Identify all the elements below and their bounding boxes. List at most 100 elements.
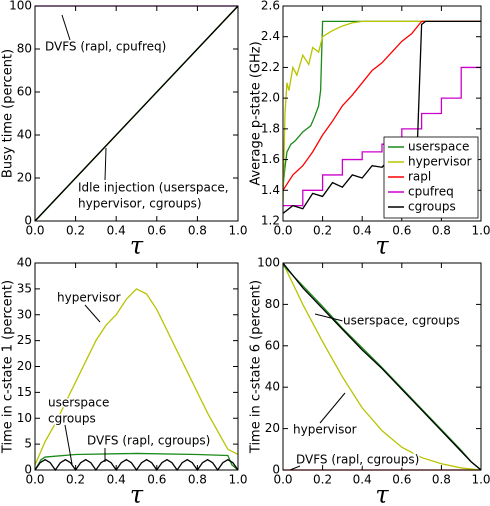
- series-line: [283, 20, 481, 188]
- y-tick-label: 20: [17, 359, 32, 373]
- plot: [283, 20, 481, 214]
- series-line: [283, 20, 481, 214]
- x-tick-label: 0.4: [353, 473, 372, 487]
- series-line: [283, 264, 481, 471]
- x-tick-label: 0.2: [313, 473, 332, 487]
- x-tick-label: 0.8: [188, 473, 207, 487]
- annotation: cgroups: [48, 412, 96, 426]
- legend-label: rapl: [408, 170, 431, 184]
- y-tick-label: 35: [17, 281, 32, 295]
- x-tick-label: 0.0: [273, 224, 292, 238]
- annotation-arrow: [64, 424, 73, 465]
- y-tick-label: 10: [17, 411, 32, 425]
- axes-frame: [282, 5, 482, 222]
- y-axis-label: Average p-state (GHz): [249, 41, 264, 185]
- x-tick-label: 0.6: [392, 473, 411, 487]
- annotation: Idle injection (userspace,: [78, 181, 229, 195]
- series-line: [35, 458, 238, 472]
- y-tick-label: 15: [17, 385, 32, 399]
- y-tick-label: 0: [272, 463, 280, 477]
- y-tick-label: 25: [17, 333, 32, 347]
- legend-label: cgroups: [408, 200, 456, 214]
- y-tick-label: 0: [24, 463, 32, 477]
- y-tick-label: 1.2: [261, 214, 280, 228]
- x-tick-label: 0.6: [147, 473, 166, 487]
- annotation-arrow: [84, 304, 101, 323]
- x-axis-label: τ: [375, 481, 389, 506]
- y-axis-label: Time in c-state 1 (percent): [1, 280, 16, 454]
- legend-label: cpufreq: [408, 185, 454, 199]
- y-tick-label: 2.2: [261, 60, 280, 74]
- annotation: hypervisor: [293, 423, 357, 437]
- x-tick-label: 1.0: [471, 224, 490, 238]
- y-tick-label: 1.8: [261, 121, 280, 135]
- legend-box: [383, 136, 479, 219]
- x-tick-label: 0.8: [432, 473, 451, 487]
- x-axis-label: τ: [130, 232, 144, 260]
- x-tick-label: 0.0: [25, 473, 44, 487]
- x-tick-label: 1.0: [228, 224, 247, 238]
- annotation: DVFS (rapl, cgroups): [87, 434, 210, 448]
- y-tick-label: 2.4: [261, 29, 280, 43]
- y-tick-label: 100: [9, 0, 32, 13]
- axes-frame: [282, 262, 482, 471]
- series-line: [35, 452, 238, 471]
- x-tick-label: 0.6: [147, 224, 166, 238]
- legend-label: hypervisor: [408, 155, 472, 169]
- annotation: DVFS (rapl, cgroups): [296, 453, 419, 467]
- panel: 0.0 0.2 0.4 0.6 0.8 1.0 0 20 40 60 80 100 Busy time …: [1, 0, 248, 260]
- panel: 0.0 0.2 0.4 0.6 0.8 1.0 1.2 1.4 1.6 1.8 2.0 2.2 2.4 2…: [249, 0, 490, 260]
- x-tick-label: 0.6: [392, 224, 411, 238]
- y-tick-label: 2.6: [261, 0, 280, 13]
- x-tick-label: 0.8: [188, 224, 207, 238]
- x-tick-label: 0.0: [25, 224, 44, 238]
- annotation-arrow: [289, 465, 301, 471]
- x-axis-label: τ: [130, 481, 144, 506]
- axes-frame: [34, 5, 239, 222]
- y-tick-label: 100: [257, 256, 280, 270]
- y-tick-label: 40: [17, 128, 32, 142]
- series-line: [283, 262, 481, 471]
- y-tick-label: 5: [24, 437, 32, 451]
- y-axis-label: Busy time (percent): [1, 49, 16, 178]
- annotation-arrow: [314, 313, 344, 322]
- panel: 0.0 0.2 0.4 0.6 0.8 1.0 0 20 40 60 80 100 Time in c-…: [249, 256, 490, 506]
- annotation-arrow: [61, 14, 71, 41]
- x-axis-label: τ: [375, 232, 389, 260]
- y-tick-label: 1.4: [261, 183, 280, 197]
- series-line: [283, 262, 481, 471]
- x-tick-label: 1.0: [471, 473, 490, 487]
- annotation-arrow: [319, 392, 346, 424]
- annotation: DVFS (rapl, cpufreq): [45, 40, 166, 54]
- series-line: [283, 66, 481, 207]
- x-tick-label: 0.2: [66, 224, 85, 238]
- x-tick-label: 0.0: [273, 473, 292, 487]
- annotation: hypervisor: [57, 291, 121, 305]
- annotation-arrow: [104, 147, 107, 181]
- y-tick-label: 20: [265, 421, 280, 435]
- series-line: [35, 288, 238, 466]
- y-axis-label: Time in c-state 6 (percent): [249, 280, 264, 454]
- series-line: [283, 20, 481, 203]
- x-tick-label: 1.0: [228, 473, 247, 487]
- y-tick-label: 80: [17, 42, 32, 56]
- annotation: userspace, cgroups: [343, 314, 460, 328]
- x-tick-label: 0.2: [313, 224, 332, 238]
- x-tick-label: 0.8: [432, 224, 451, 238]
- y-tick-label: 40: [265, 380, 280, 394]
- x-tick-label: 0.4: [107, 224, 126, 238]
- y-tick-label: 0: [24, 214, 32, 228]
- plot: [283, 262, 481, 471]
- y-tick-label: 60: [265, 338, 280, 352]
- y-tick-label: 2.0: [261, 91, 280, 105]
- x-tick-label: 0.4: [353, 224, 372, 238]
- y-tick-label: 20: [17, 171, 32, 185]
- legend-label: userspace: [408, 140, 469, 154]
- series-line: [283, 20, 481, 191]
- y-tick-label: 40: [17, 256, 32, 270]
- series-line: [35, 5, 238, 222]
